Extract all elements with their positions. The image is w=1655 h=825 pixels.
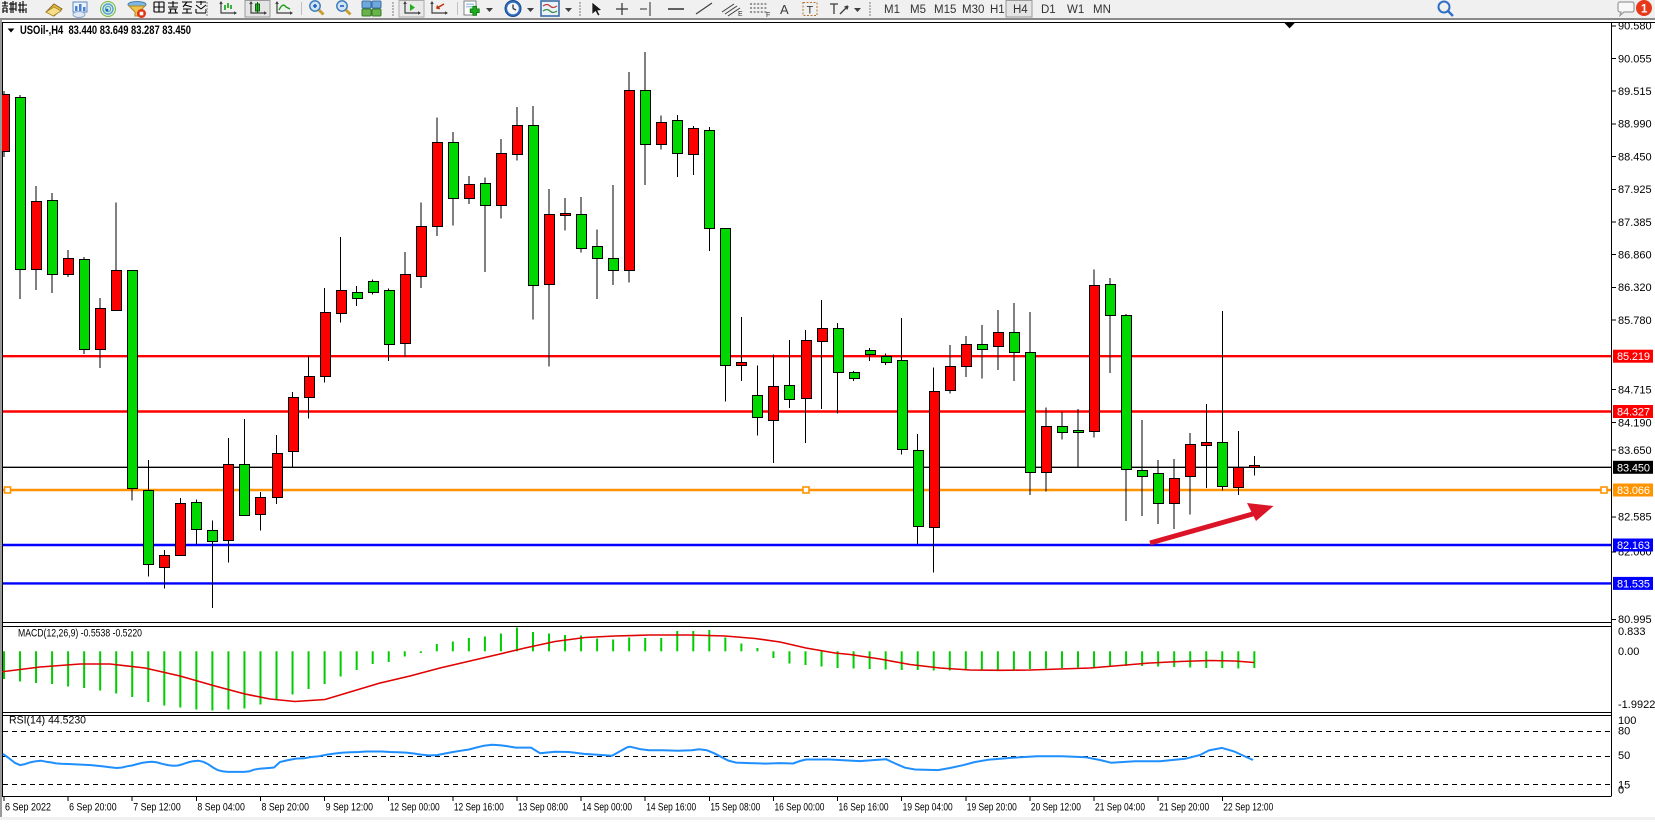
svg-text:84.327: 84.327	[1617, 407, 1650, 419]
svg-text:89.515: 89.515	[1618, 86, 1652, 98]
svg-text:90.580: 90.580	[1618, 21, 1652, 33]
svg-text:E: E	[738, 11, 743, 18]
svg-text:80.995: 80.995	[1618, 614, 1652, 626]
svg-text:H1: H1	[990, 4, 1005, 16]
svg-text:50: 50	[1618, 750, 1630, 762]
svg-text:83.450: 83.450	[1617, 462, 1650, 474]
svg-text:86.860: 86.860	[1618, 250, 1652, 262]
svg-text:D1: D1	[1041, 4, 1056, 16]
svg-text:16 Sep 00:00: 16 Sep 00:00	[774, 802, 824, 814]
svg-text:19 Sep 20:00: 19 Sep 20:00	[967, 802, 1017, 814]
svg-text:16 Sep 16:00: 16 Sep 16:00	[839, 802, 889, 814]
svg-text:20 Sep 12:00: 20 Sep 12:00	[1031, 802, 1081, 814]
svg-text:H4: H4	[1013, 4, 1028, 16]
svg-text:M30: M30	[962, 4, 984, 16]
svg-text:19 Sep 04:00: 19 Sep 04:00	[903, 802, 953, 814]
svg-text:14 Sep 16:00: 14 Sep 16:00	[646, 802, 696, 814]
svg-text:MN: MN	[1093, 4, 1111, 16]
svg-text:83.066: 83.066	[1617, 485, 1650, 497]
svg-text:8 Sep 20:00: 8 Sep 20:00	[261, 802, 309, 814]
svg-text:86.320: 86.320	[1618, 282, 1652, 294]
svg-text:87.925: 87.925	[1618, 184, 1652, 196]
svg-text:88.990: 88.990	[1618, 119, 1652, 131]
svg-text:8 Sep 04:00: 8 Sep 04:00	[197, 802, 245, 814]
svg-text:M5: M5	[910, 4, 926, 16]
svg-text:7 Sep 12:00: 7 Sep 12:00	[133, 802, 181, 814]
svg-text:84.190: 84.190	[1618, 417, 1652, 429]
svg-text:RSI(14) 44.5230: RSI(14) 44.5230	[9, 715, 86, 727]
svg-text:22 Sep 12:00: 22 Sep 12:00	[1223, 802, 1273, 814]
svg-text:80: 80	[1618, 726, 1630, 738]
svg-text:21 Sep 20:00: 21 Sep 20:00	[1159, 802, 1209, 814]
svg-text:88.450: 88.450	[1618, 151, 1652, 163]
svg-text:21 Sep 04:00: 21 Sep 04:00	[1095, 802, 1145, 814]
svg-text:M1: M1	[884, 4, 900, 16]
svg-text:82.585: 82.585	[1618, 512, 1652, 524]
svg-text:1: 1	[1641, 4, 1648, 16]
svg-text:T: T	[807, 5, 814, 17]
svg-text:15: 15	[1618, 780, 1630, 792]
svg-text:87.385: 87.385	[1618, 217, 1652, 229]
svg-text:-1.9922: -1.9922	[1618, 699, 1655, 711]
svg-text:F: F	[766, 12, 770, 18]
svg-text:A: A	[780, 2, 789, 17]
svg-text:9 Sep 12:00: 9 Sep 12:00	[326, 802, 374, 814]
svg-text:MACD(12,26,9) -0.5538 -0.5220: MACD(12,26,9) -0.5538 -0.5220	[18, 628, 142, 640]
svg-text:USOil-,H4 83.440 83.649 83.28: USOil-,H4 83.440 83.649 83.287 83.450	[20, 25, 191, 37]
svg-text:90.055: 90.055	[1618, 53, 1652, 65]
svg-text:15 Sep 08:00: 15 Sep 08:00	[710, 802, 760, 814]
svg-text:M15: M15	[934, 4, 956, 16]
svg-text:0.833: 0.833	[1618, 626, 1646, 638]
svg-text:6 Sep 2022: 6 Sep 2022	[5, 802, 51, 814]
svg-text:13 Sep 08:00: 13 Sep 08:00	[518, 802, 568, 814]
svg-text:12 Sep 16:00: 12 Sep 16:00	[454, 802, 504, 814]
svg-text:6 Sep 20:00: 6 Sep 20:00	[69, 802, 117, 814]
svg-text:100: 100	[1618, 715, 1636, 727]
svg-text:12 Sep 00:00: 12 Sep 00:00	[390, 802, 440, 814]
svg-text:82.163: 82.163	[1617, 540, 1650, 552]
svg-text:83.650: 83.650	[1618, 445, 1652, 457]
svg-text:85.219: 85.219	[1617, 351, 1650, 363]
svg-text:85.780: 85.780	[1618, 315, 1652, 327]
svg-text:0.00: 0.00	[1618, 646, 1639, 658]
svg-text:81.535: 81.535	[1617, 578, 1650, 590]
svg-text:W1: W1	[1067, 4, 1084, 16]
svg-text:0: 0	[1618, 785, 1624, 797]
svg-text:84.715: 84.715	[1618, 384, 1652, 396]
svg-text:14 Sep 00:00: 14 Sep 00:00	[582, 802, 632, 814]
